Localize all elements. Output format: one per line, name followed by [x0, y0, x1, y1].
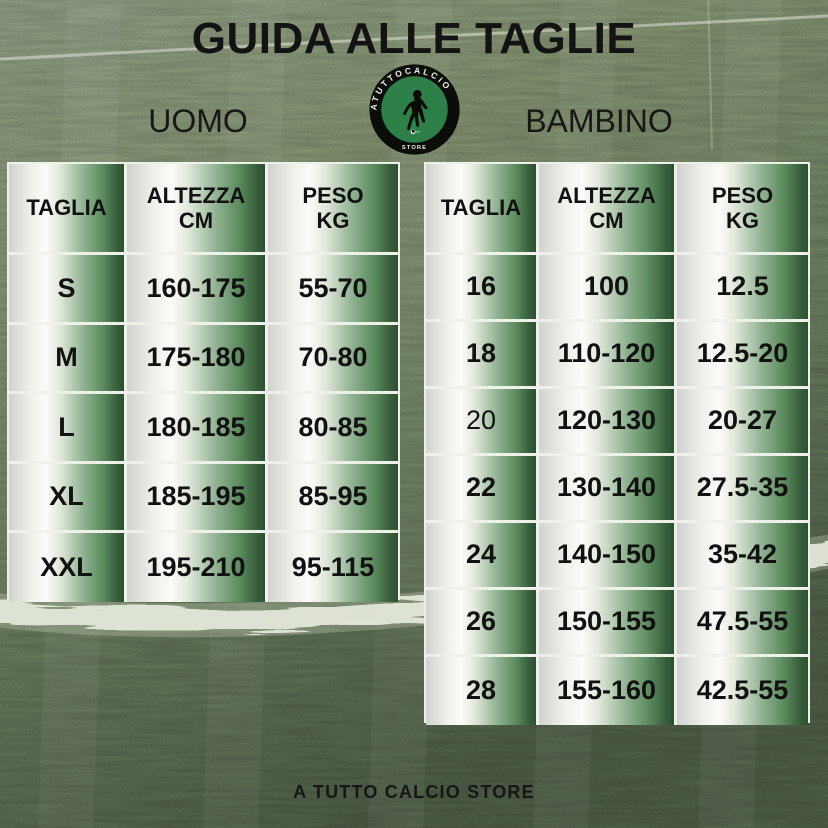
- svg-text:STORE: STORE: [402, 145, 427, 151]
